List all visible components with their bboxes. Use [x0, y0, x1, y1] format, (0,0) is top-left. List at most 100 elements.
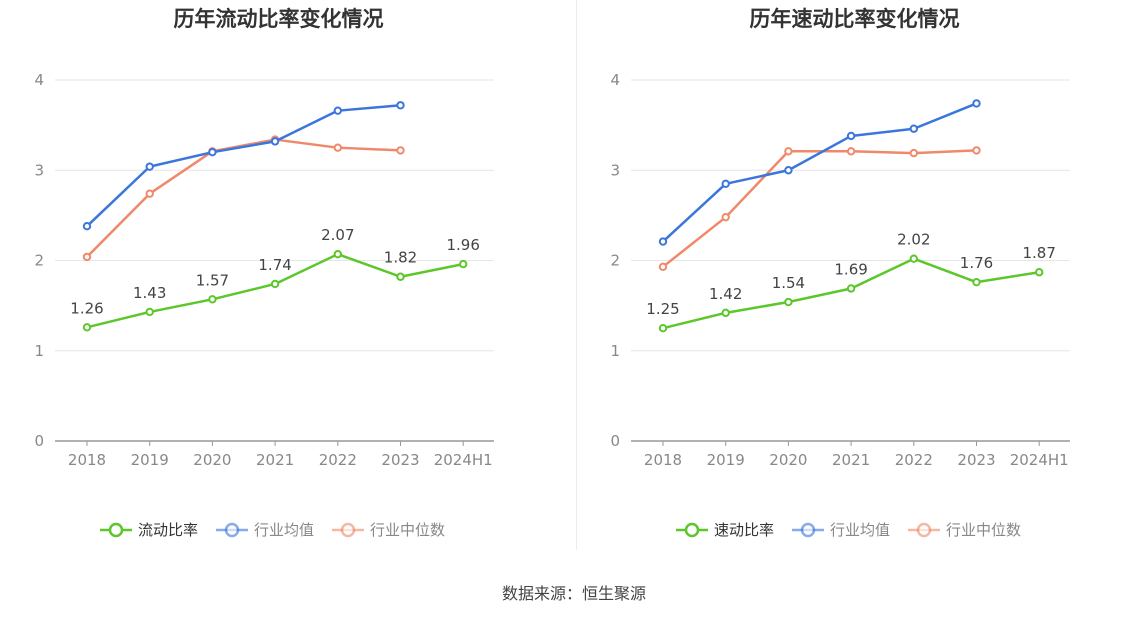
legend-marker	[800, 522, 816, 538]
data-label: 2.07	[321, 226, 354, 244]
data-point-0	[145, 307, 154, 317]
legend-marker	[916, 522, 932, 538]
data-label: 1.76	[960, 254, 993, 272]
data-point-2	[846, 147, 856, 156]
x-tick-label: 2018	[644, 451, 682, 469]
data-point-2	[396, 146, 405, 155]
data-point-2	[333, 143, 342, 152]
data-point-2	[909, 148, 918, 158]
data-point-0	[208, 295, 217, 304]
y-tick-label: 2	[34, 252, 44, 270]
legend-marker	[340, 522, 356, 538]
series-line-1	[86, 104, 401, 228]
y-tick-label: 1	[610, 342, 620, 360]
y-tick-label: 4	[34, 71, 44, 89]
quick-ratio-chart: 历年速动比率变化情况 0 1 2 3 4 2018 2019 2020 2021 2022 2023 2…	[610, 7, 1070, 539]
legend-label: 流动比率	[138, 521, 198, 539]
data-point-2	[721, 212, 730, 222]
data-point-1	[82, 222, 92, 231]
data-point-1	[396, 101, 405, 110]
x-tick-label: 2024H1	[434, 451, 493, 469]
legend-item-1: 行业均值	[216, 521, 314, 539]
legend-item-2: 行业中位数	[908, 521, 1021, 539]
y-tick-label: 3	[610, 161, 620, 179]
data-label: 1.74	[258, 256, 291, 274]
data-label: 1.82	[384, 249, 417, 267]
data-point-0	[459, 259, 468, 269]
legend-marker	[108, 522, 124, 538]
data-point-1	[972, 99, 981, 108]
legend-label: 行业均值	[830, 521, 890, 539]
x-tick-label: 2024H1	[1010, 451, 1069, 469]
data-point-0	[658, 323, 668, 333]
data-point-2	[82, 252, 92, 262]
y-tick-label: 3	[34, 161, 44, 179]
data-point-1	[270, 137, 280, 146]
x-tick-label: 2022	[895, 451, 933, 469]
legend-item-0: 速动比率	[676, 521, 774, 539]
legend-marker	[684, 522, 700, 538]
chart-divider	[576, 0, 577, 550]
y-tick-label: 1	[34, 342, 44, 360]
data-point-0	[972, 277, 981, 287]
data-label: 1.26	[70, 299, 103, 317]
y-tick-label: 0	[34, 432, 44, 450]
data-point-0	[82, 323, 92, 332]
chart-title: 历年速动比率变化情况	[750, 7, 960, 31]
data-label: 1.96	[446, 236, 479, 254]
data-point-2	[658, 262, 668, 272]
y-tick-label: 4	[610, 71, 620, 89]
legend-label: 行业均值	[254, 521, 314, 539]
data-point-1	[333, 106, 342, 115]
x-tick-label: 2022	[319, 451, 357, 469]
data-label: 1.87	[1022, 244, 1055, 262]
legend-item-0: 流动比率	[100, 521, 198, 539]
data-point-1	[208, 148, 217, 157]
data-point-0	[333, 249, 342, 259]
x-tick-label: 2019	[707, 451, 745, 469]
x-tick-label: 2018	[68, 451, 106, 469]
data-point-1	[909, 124, 918, 133]
legend-label: 行业中位数	[370, 521, 445, 539]
data-point-0	[1035, 268, 1044, 277]
data-source-note: 数据来源：恒生聚源	[501, 584, 646, 603]
data-point-2	[784, 147, 793, 156]
legend-item-1: 行业均值	[792, 521, 890, 539]
data-point-2	[972, 146, 981, 155]
data-point-0	[846, 284, 856, 293]
data-label: 1.54	[772, 274, 805, 292]
legend-marker	[224, 522, 240, 538]
y-tick-label: 0	[610, 432, 620, 450]
x-tick-label: 2021	[256, 451, 294, 469]
data-point-1	[846, 131, 856, 141]
data-point-0	[784, 297, 793, 307]
y-tick-label: 2	[610, 252, 620, 270]
data-point-0	[396, 272, 405, 281]
legend-label: 速动比率	[714, 521, 774, 539]
x-tick-label: 2020	[769, 451, 807, 469]
data-point-1	[145, 162, 154, 171]
data-label: 1.69	[834, 260, 867, 278]
data-point-1	[658, 237, 668, 246]
x-tick-label: 2019	[131, 451, 169, 469]
series-line-1	[662, 102, 977, 243]
data-label: 1.25	[646, 300, 679, 318]
data-label: 1.57	[196, 271, 229, 289]
current-ratio-chart: 历年流动比率变化情况 0 1 2 3 4 2018 2019 2020 2021 2022 2023 2…	[34, 7, 494, 539]
data-point-0	[721, 308, 730, 318]
series-line-2	[662, 149, 977, 268]
data-label: 2.02	[897, 231, 930, 249]
x-tick-label: 2021	[832, 451, 870, 469]
data-point-2	[145, 189, 154, 198]
data-point-1	[784, 166, 793, 175]
data-label: 1.42	[709, 285, 742, 303]
data-point-0	[909, 254, 918, 263]
x-tick-label: 2020	[193, 451, 231, 469]
chart-title: 历年流动比率变化情况	[174, 7, 384, 31]
data-label: 1.43	[133, 284, 166, 302]
legend-label: 行业中位数	[946, 521, 1021, 539]
x-tick-label: 2023	[381, 451, 419, 469]
series-line-2	[86, 138, 401, 258]
data-point-1	[721, 179, 730, 188]
